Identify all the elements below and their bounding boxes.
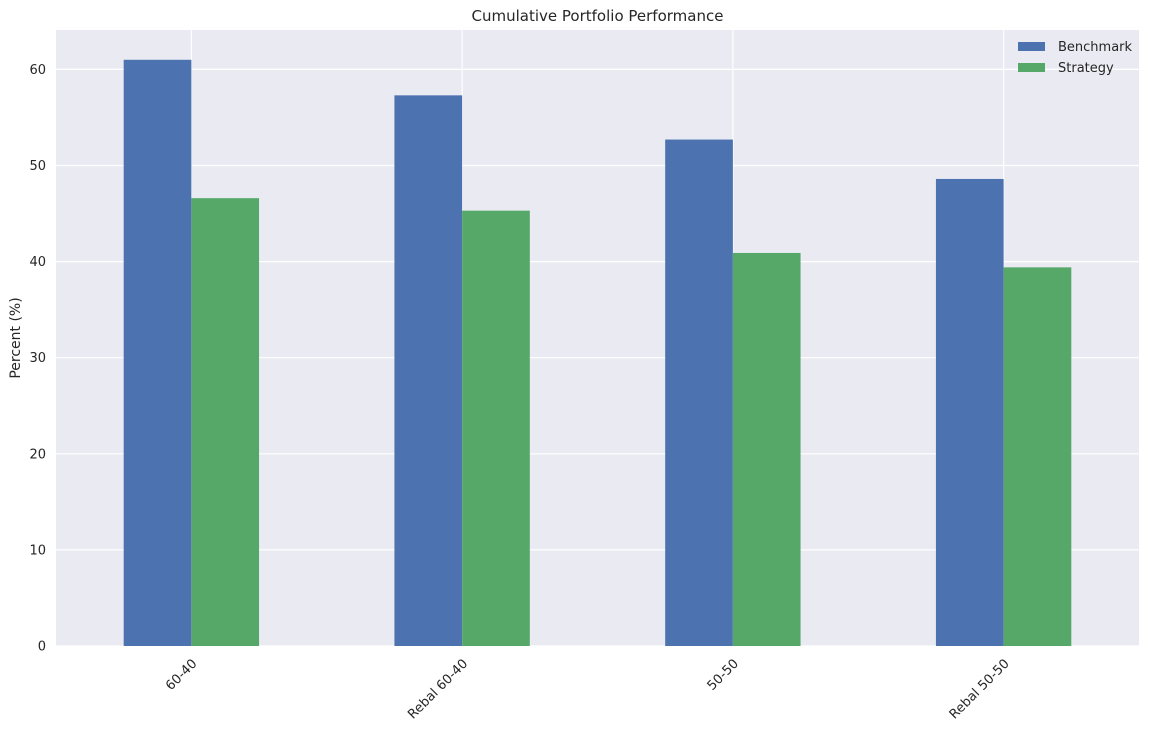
legend-label-strategy: Strategy [1058, 61, 1114, 76]
bar-benchmark-3 [935, 178, 1004, 646]
x-axis-ticks: 60-40 Rebal 60-40 50-50 Rebal 50-50 [163, 656, 1013, 722]
y-tick-label: 20 [29, 447, 46, 462]
legend-label-benchmark: Benchmark [1058, 40, 1133, 55]
y-tick-label: 50 [29, 159, 46, 174]
x-tick-label: Rebal 60-40 [405, 656, 471, 722]
legend: Benchmark Strategy [1018, 40, 1133, 76]
bar-benchmark-0 [123, 59, 192, 646]
x-tick-label: 60-40 [163, 656, 200, 693]
y-tick-label: 10 [29, 543, 46, 558]
bar-strategy-3 [1003, 267, 1072, 646]
y-tick-label: 40 [29, 255, 46, 270]
x-tick-label: 50-50 [705, 656, 742, 693]
legend-swatch-benchmark [1018, 42, 1045, 51]
y-axis-ticks: 0 10 20 30 40 50 60 [29, 63, 46, 655]
bar-benchmark-1 [394, 95, 463, 646]
chart-title: Cumulative Portfolio Performance [472, 7, 724, 25]
bar-strategy-2 [732, 252, 801, 646]
bar-strategy-1 [462, 210, 530, 646]
x-tick-label: Rebal 50-50 [947, 656, 1013, 722]
y-tick-label: 0 [38, 640, 46, 655]
bar-benchmark-2 [665, 139, 733, 646]
y-axis-label: Percent (%) [8, 297, 24, 378]
y-tick-label: 30 [29, 351, 46, 366]
legend-swatch-strategy [1018, 63, 1045, 72]
y-tick-label: 60 [29, 63, 46, 78]
bars [123, 59, 1072, 646]
bar-strategy-0 [191, 198, 260, 646]
